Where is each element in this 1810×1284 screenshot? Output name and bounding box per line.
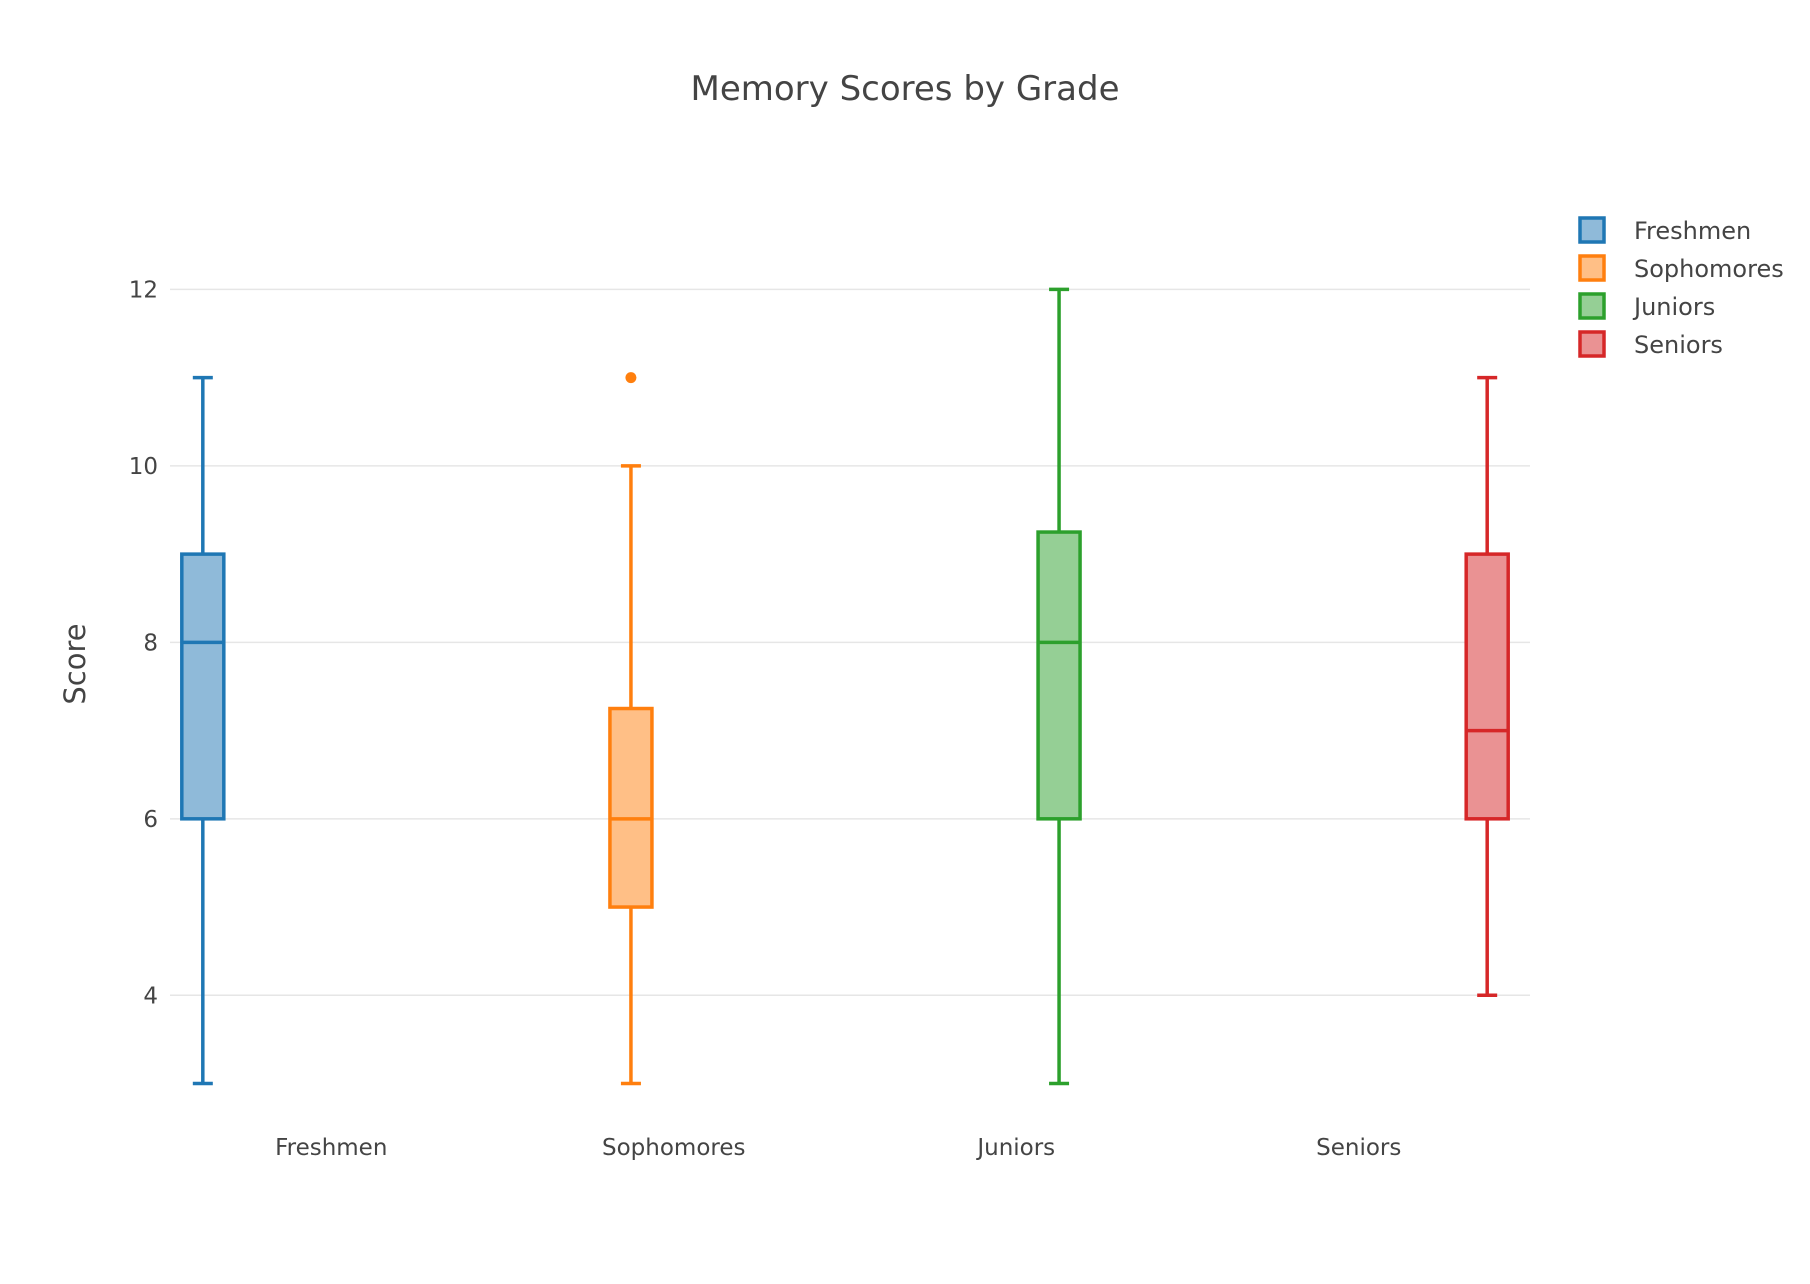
y-tick-label: 12 (129, 277, 158, 303)
legend-swatch (1578, 292, 1606, 320)
y-axis-title: Score (58, 623, 92, 704)
outlier-point (625, 372, 637, 384)
boxes (180, 287, 1510, 1086)
legend-label: Seniors (1634, 331, 1723, 359)
x-tick-label: Freshmen (275, 1135, 387, 1161)
iqr-box (608, 706, 654, 909)
x-tick-label: Juniors (975, 1135, 1055, 1161)
legend[interactable]: Freshmen Sophomores Juniors Seniors (1578, 216, 1784, 359)
box-seniors[interactable] (1464, 375, 1510, 998)
box-juniors[interactable] (1036, 287, 1082, 1086)
legend-item-freshmen[interactable]: Freshmen (1578, 216, 1751, 245)
x-tick-label: Seniors (1316, 1135, 1401, 1161)
box-freshmen[interactable] (180, 375, 226, 1086)
y-tick-label: 4 (143, 983, 158, 1009)
legend-label: Sophomores (1634, 255, 1784, 283)
iqr-box (1464, 552, 1510, 821)
legend-label: Freshmen (1634, 217, 1751, 245)
legend-item-seniors[interactable]: Seniors (1578, 330, 1723, 359)
iqr-box (180, 552, 226, 821)
x-axis-ticks: Freshmen Sophomores Juniors Seniors (275, 1135, 1401, 1161)
legend-swatch (1578, 216, 1606, 244)
legend-swatch (1578, 330, 1606, 358)
y-tick-label: 8 (143, 630, 158, 656)
legend-label: Juniors (1632, 293, 1715, 321)
x-tick-label: Sophomores (602, 1135, 745, 1161)
y-axis-ticks: 4 6 8 10 12 (129, 277, 158, 1009)
box-sophomores[interactable] (608, 372, 654, 1086)
y-tick-label: 6 (143, 807, 158, 833)
gridlines (170, 288, 1530, 997)
y-tick-label: 10 (129, 454, 158, 480)
iqr-box (1036, 530, 1082, 821)
legend-item-sophomores[interactable]: Sophomores (1578, 254, 1784, 283)
chart-title: Memory Scores by Grade (690, 69, 1119, 109)
legend-swatch (1578, 254, 1606, 282)
legend-item-juniors[interactable]: Juniors (1578, 292, 1715, 321)
